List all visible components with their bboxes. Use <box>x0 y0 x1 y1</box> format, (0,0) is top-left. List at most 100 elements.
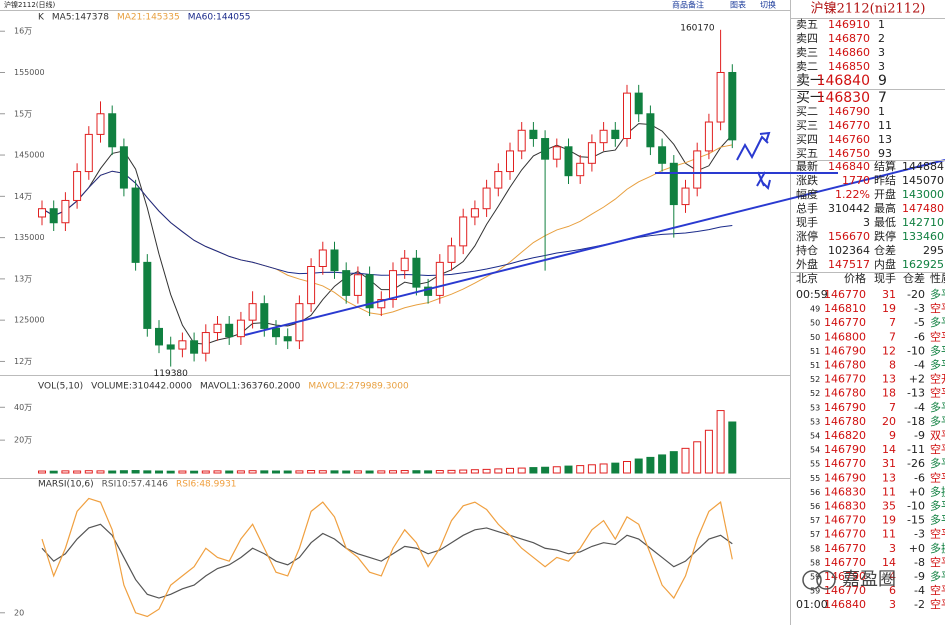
plot-layer: 12万 125000 13万 135000 14万 145000 15万 155000 16万 K… <box>0 13 737 618</box>
volume-bar <box>728 421 737 474</box>
rsi-line <box>41 497 733 618</box>
trade-cell: 多平 <box>930 513 945 527</box>
stat-value: 1.22% <box>835 188 870 201</box>
trade-cell: 31 <box>882 288 896 301</box>
volume-bar <box>470 469 479 474</box>
candle-body <box>728 71 737 141</box>
toolbar-button[interactable]: 图表 <box>730 0 746 10</box>
watermark: 嘉盈圈 <box>802 569 896 590</box>
trade-cell: 146810 <box>824 302 866 315</box>
trade-cell: -18 <box>907 415 925 428</box>
indicator-label: MA60:144055 <box>188 13 251 23</box>
stat-value: 156670 <box>828 230 870 243</box>
candle-body <box>623 92 631 140</box>
candle-body <box>447 245 456 263</box>
stat-value: 102364 <box>828 244 870 257</box>
trade-cell: 双平 <box>930 429 945 442</box>
trade-cell: 146770 <box>824 288 866 301</box>
candle-body <box>283 336 292 342</box>
candle-body <box>201 332 210 354</box>
trade-header: 北京 <box>796 271 818 285</box>
trade-cell: 3 <box>889 598 896 611</box>
trade-cell: 146790 <box>824 344 866 357</box>
indicator-label: RSI6:48.9931 <box>176 480 237 490</box>
trade-cell: 58 <box>810 544 820 553</box>
stat-label: 涨停 <box>796 229 818 243</box>
trade-cell: 146770 <box>824 514 866 527</box>
volume-bar <box>494 468 503 474</box>
candle-body <box>669 162 678 206</box>
trade-cell: 多平 <box>930 456 945 470</box>
y-tick-label: 40万 <box>14 403 32 412</box>
candle-body <box>49 208 58 224</box>
stat-value: 162925 <box>902 258 944 271</box>
trade-cell: 146770 <box>824 542 866 555</box>
trade-cell: 多平 <box>930 499 945 513</box>
trade-cell: 00:59 <box>796 288 828 301</box>
candle-body <box>435 261 444 296</box>
candle-body <box>73 171 82 201</box>
volume-bar <box>599 463 608 474</box>
book-price: 146860 <box>828 46 870 59</box>
trade-cell: 18 <box>882 387 896 400</box>
stat-value: 3 <box>863 216 870 229</box>
book-price: 146790 <box>828 105 870 118</box>
volume-bar <box>283 470 292 474</box>
trade-cell: 53 <box>810 417 820 426</box>
trade-cell: -9 <box>914 570 925 583</box>
book-label: 卖三 <box>796 46 818 59</box>
candle-body <box>84 133 93 173</box>
book-label: 买二 <box>796 105 818 118</box>
volume-bar <box>213 470 222 474</box>
trade-cell: 空平 <box>930 329 945 343</box>
indicator-label: K <box>38 13 45 23</box>
trade-cell: 31 <box>882 457 896 470</box>
stat-label: 昨结 <box>874 174 896 187</box>
indicator-label: RSI10:57.4146 <box>102 480 169 490</box>
toolbar-button[interactable]: 切换 <box>760 0 776 10</box>
trade-cell: -5 <box>914 316 925 329</box>
candle-body <box>482 187 491 210</box>
candle-body <box>307 266 316 305</box>
volume-bar <box>611 462 620 474</box>
stat-value: 310442 <box>828 202 870 215</box>
volume-bar <box>435 470 444 474</box>
volume-bar <box>517 467 526 474</box>
candle-body <box>552 146 561 160</box>
volume-bar <box>73 470 82 474</box>
volume-bar <box>634 458 643 474</box>
volume-bar <box>201 470 210 474</box>
volume-bar <box>131 470 140 474</box>
volume-bar <box>459 469 468 474</box>
candle-body <box>529 129 538 140</box>
candle-body <box>96 113 105 135</box>
trade-cell: 7 <box>889 401 896 414</box>
trade-cell: 11 <box>882 485 896 498</box>
trade-cell: 19 <box>882 514 896 527</box>
book-volume: 93 <box>878 147 892 160</box>
stat-label: 最高 <box>874 201 896 215</box>
trade-header: 价格 <box>844 271 866 285</box>
book-label: 买三 <box>796 119 818 132</box>
candle-body <box>564 146 573 177</box>
volume-bar <box>143 470 152 474</box>
trade-cell: 146790 <box>824 401 866 414</box>
trade-cell: -8 <box>914 556 925 569</box>
book-price: 146750 <box>828 147 870 160</box>
book-price: 146830 <box>817 90 870 106</box>
stat-value: 144884 <box>902 160 944 173</box>
candle-body <box>459 216 468 247</box>
trade-cell: 13 <box>882 373 896 386</box>
toolbar-button[interactable]: 商品备注 <box>672 0 704 10</box>
trade-cell: -15 <box>907 514 925 527</box>
trade-cell: 146770 <box>824 316 866 329</box>
trade-cell: -10 <box>907 344 925 357</box>
volume-bar <box>119 470 128 474</box>
volume-bar <box>669 451 678 474</box>
trade-cell: -6 <box>914 471 925 484</box>
rsi-line <box>41 523 733 599</box>
panel-borders <box>0 0 791 625</box>
book-label: 卖二 <box>796 60 818 73</box>
volume-bar <box>704 429 713 474</box>
trade-cell: 56 <box>810 488 820 497</box>
